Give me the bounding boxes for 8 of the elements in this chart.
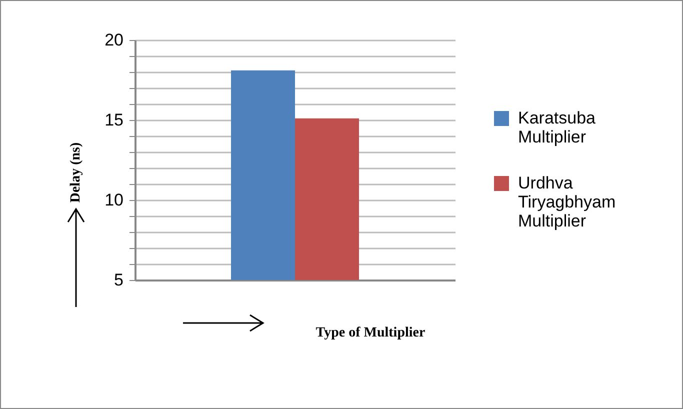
- y-axis-title: Delay (ns): [68, 142, 84, 203]
- y-tick-label: 5: [114, 270, 124, 290]
- legend-label: Karatsuba Multiplier: [518, 108, 596, 146]
- x-axis-title: Type of Multiplier: [316, 326, 426, 340]
- legend-label: Urdhva Tiryagbhyam Multiplier: [518, 174, 616, 230]
- y-tick-label: 20: [104, 30, 124, 50]
- y-tick-label: 15: [104, 110, 124, 130]
- y-tick-label: 10: [104, 190, 124, 210]
